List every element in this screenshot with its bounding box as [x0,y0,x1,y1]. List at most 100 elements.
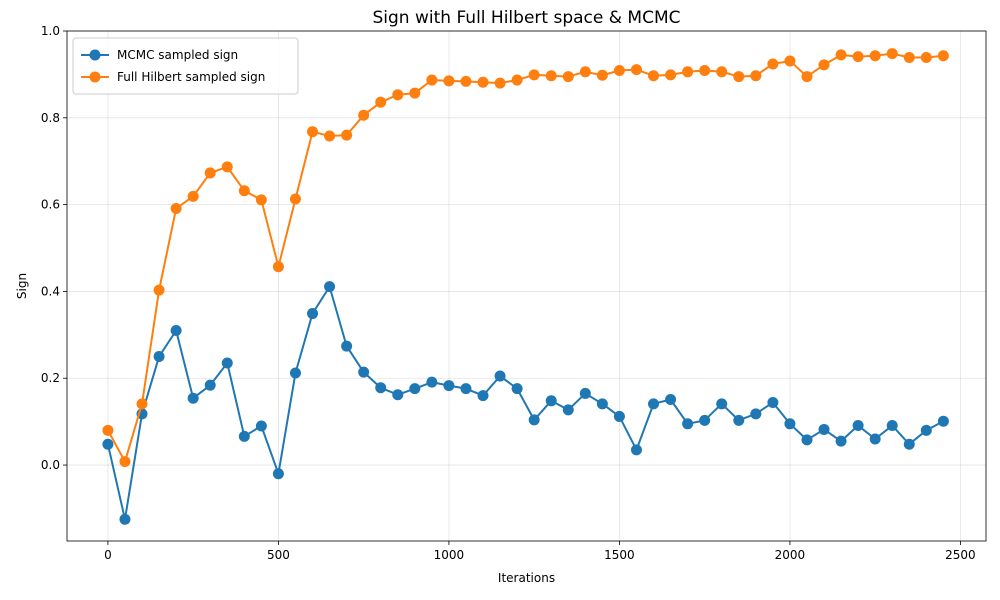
chart-title: Sign with Full Hilbert space & MCMC [373,8,681,28]
y-axis-title: Sign [15,273,29,299]
data-point [545,70,557,82]
data-point [920,424,932,436]
data-point [409,87,421,99]
legend-marker [89,49,101,61]
data-point [665,69,677,81]
data-point [630,64,642,76]
data-point [324,130,336,142]
x-tick-label: 500 [267,548,290,562]
data-point [630,444,642,456]
data-point [255,194,267,206]
data-point [238,430,250,442]
x-tick-label: 1000 [434,548,465,562]
data-point [699,414,711,426]
data-point [426,376,438,388]
data-point [460,383,472,395]
data-point [494,77,506,89]
data-point [852,51,864,63]
data-point [835,49,847,61]
data-point [835,435,847,447]
y-tick-label: 0.0 [41,458,60,472]
data-point [375,96,387,108]
data-point [682,418,694,430]
data-point [784,418,796,430]
axis-ticks: 0 500 1000 1500 2000 2500 0.0 0.2 0.4 0.6 0.8 1.0 [41,24,976,562]
data-point [886,48,898,60]
data-point [289,193,301,205]
data-point [102,438,114,450]
series-group [102,48,949,525]
data-point [460,75,472,87]
data-point [545,395,557,407]
data-point [716,398,728,410]
y-tick-label: 0.2 [41,371,60,385]
data-point [272,468,284,480]
data-point [443,75,455,87]
series-mcmc-sampled-sign [102,281,949,525]
data-point [392,389,404,401]
data-point [511,74,523,86]
data-point [903,438,915,450]
data-point [784,55,796,67]
data-point [136,398,148,410]
x-axis-title: Iterations [498,571,555,585]
data-point [307,126,319,138]
data-point [699,65,711,76]
data-point [358,109,370,121]
data-point [613,65,625,76]
data-point [801,434,813,446]
data-point [289,367,301,379]
data-point [750,408,762,420]
data-point [255,420,267,432]
x-tick-label: 0 [104,548,112,562]
data-point [716,66,728,78]
data-point [494,370,506,382]
plot-frame [66,30,987,542]
data-point [392,89,404,101]
y-tick-label: 0.6 [41,198,60,212]
data-point [341,129,353,141]
legend-item: Full Hilbert sampled sign [81,70,265,84]
data-point [187,392,199,404]
data-point [920,51,932,63]
data-point [341,340,353,352]
y-tick-label: 0.8 [41,111,60,125]
data-point [648,398,660,410]
legend-label: Full Hilbert sampled sign [117,70,265,84]
data-point [443,380,455,392]
data-point [733,414,745,426]
data-point [579,66,591,78]
y-tick-label: 0.4 [41,284,60,298]
series-full-hilbert-sampled-sign [102,48,949,468]
data-point [596,69,608,81]
data-point [528,414,540,426]
data-point [221,357,233,369]
data-point [886,420,898,432]
data-point [119,456,131,468]
data-point [869,50,881,62]
data-point [307,308,319,320]
data-point [358,366,370,378]
data-point [477,76,489,88]
x-tick-label: 2000 [775,548,806,562]
data-point [801,71,813,83]
data-point [187,190,199,202]
data-point [562,404,574,416]
data-point [767,397,779,409]
legend-marker [89,71,101,83]
legend-box [72,37,299,95]
data-point [477,390,489,402]
data-point [238,185,250,197]
data-point [204,167,216,179]
data-point [818,423,830,435]
data-point [937,50,949,62]
data-point [204,379,216,391]
data-point [375,382,387,394]
legend: MCMC sampled sign Full Hilbert sampled si… [72,37,299,95]
data-point [733,71,745,83]
data-point [613,410,625,422]
data-point [596,398,608,410]
data-point [511,383,523,395]
